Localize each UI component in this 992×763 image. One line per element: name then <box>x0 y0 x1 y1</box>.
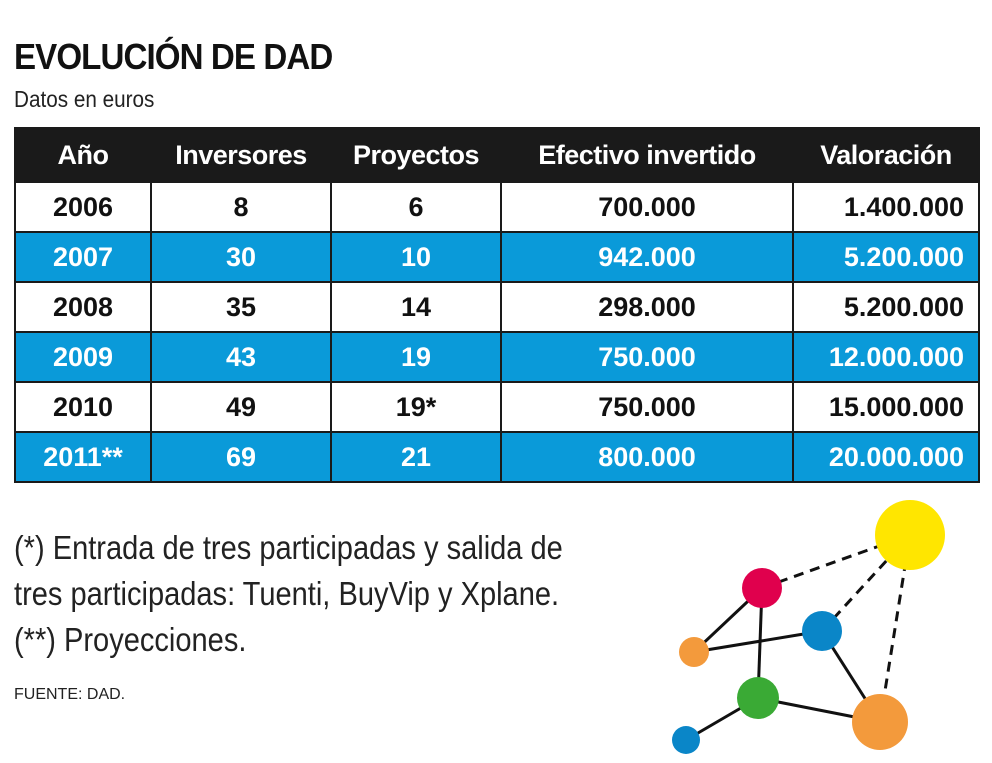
node <box>802 611 842 651</box>
table-cell: 14 <box>330 281 502 333</box>
table-cell: 2007 <box>14 231 152 283</box>
table-row: 2008 35 14 298.000 5.200.000 <box>14 281 980 333</box>
table-cell: 700.000 <box>500 181 794 233</box>
link <box>693 629 823 654</box>
table-cell: 2008 <box>14 281 152 333</box>
note-line: (*) Entrada de tres participadas y salid… <box>14 529 563 566</box>
table-cell: 30 <box>150 231 332 283</box>
node <box>875 500 945 570</box>
table-cell: 20.000.000 <box>792 431 980 483</box>
table-cell: 19* <box>330 381 502 433</box>
table-cell: 69 <box>150 431 332 483</box>
note-line: (**) Proyecciones. <box>14 621 247 658</box>
table-cell: 19 <box>330 331 502 383</box>
note-line: tres participadas: Tuenti, BuyVip y Xpla… <box>14 575 560 612</box>
column-header: Efectivo invertido <box>500 127 794 183</box>
table-cell: 35 <box>150 281 332 333</box>
table-cell: 12.000.000 <box>792 331 980 383</box>
node <box>679 637 709 667</box>
table-cell: 2009 <box>14 331 152 383</box>
node <box>852 694 908 750</box>
table-cell: 1.400.000 <box>792 181 980 233</box>
table-row: 2007 30 10 942.000 5.200.000 <box>14 231 980 283</box>
column-header: Inversores <box>150 127 332 183</box>
node <box>737 677 779 719</box>
notes: (*) Entrada de tres participadas y salid… <box>14 525 563 663</box>
table-cell: 43 <box>150 331 332 383</box>
table-body: 2006 8 6 700.000 1.400.000 2007 30 10 942.000 5.2… <box>14 181 980 483</box>
table-cell: 5.200.000 <box>792 231 980 283</box>
table-cell: 2010 <box>14 381 152 433</box>
subtitle: Datos en euros <box>14 86 155 112</box>
table-row: 2006 8 6 700.000 1.400.000 <box>14 181 980 233</box>
table-cell: 15.000.000 <box>792 381 980 433</box>
table-cell: 6 <box>330 181 502 233</box>
table-cell: 942.000 <box>500 231 794 283</box>
table-cell: 2006 <box>14 181 152 233</box>
table-row: 2011** 69 21 800.000 20.000.000 <box>14 431 980 483</box>
table-row: 2010 49 19* 750.000 15.000.000 <box>14 381 980 433</box>
column-header: Valoración <box>792 127 980 183</box>
data-table: Año Inversores Proyectos Efectivo invertido… <box>14 127 980 483</box>
column-header: Proyectos <box>330 127 502 183</box>
node <box>742 568 782 608</box>
table-cell: 10 <box>330 231 502 283</box>
table-cell: 21 <box>330 431 502 483</box>
table-cell: 2011** <box>14 431 152 483</box>
table-cell: 8 <box>150 181 332 233</box>
header-row: Año Inversores Proyectos Efectivo invertido… <box>14 127 980 183</box>
table-cell: 750.000 <box>500 331 794 383</box>
table-cell: 800.000 <box>500 431 794 483</box>
table-cell: 298.000 <box>500 281 794 333</box>
source: FUENTE: DAD. <box>14 686 126 703</box>
table-cell: 5.200.000 <box>792 281 980 333</box>
column-header: Año <box>14 127 152 183</box>
link <box>761 533 911 590</box>
table-row: 2009 43 19 750.000 12.000.000 <box>14 331 980 383</box>
title: EVOLUCIÓN DE DAD <box>14 36 333 77</box>
table-cell: 750.000 <box>500 381 794 433</box>
table-cell: 49 <box>150 381 332 433</box>
node <box>672 726 700 754</box>
